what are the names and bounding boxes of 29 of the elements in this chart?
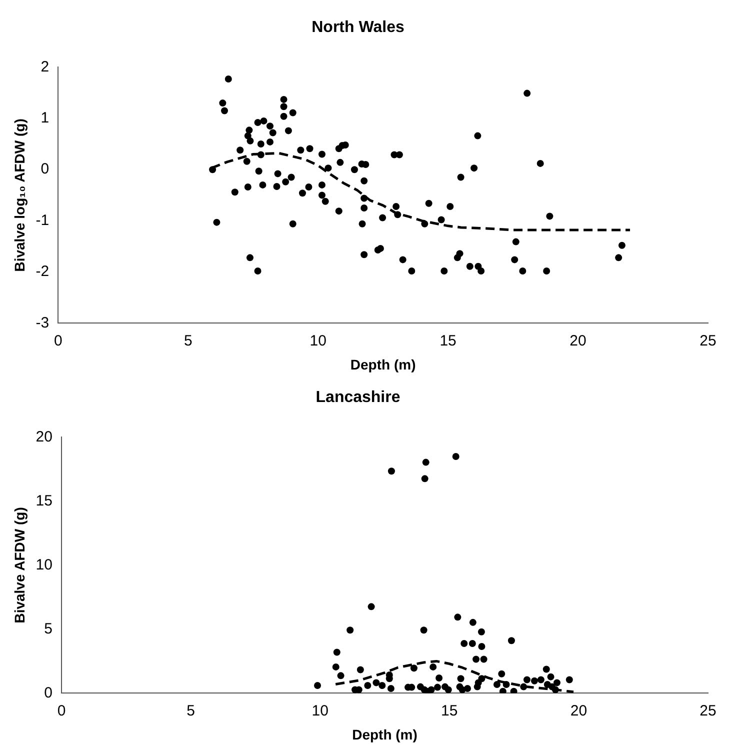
x-tick-label: 10 — [312, 702, 328, 720]
x-tick-label: 0 — [57, 702, 66, 720]
line-series — [334, 660, 575, 694]
x-axis-title: Depth (m) — [350, 356, 416, 372]
x-tick-label: 5 — [184, 332, 192, 350]
y-tick-label: -3 — [36, 314, 50, 332]
y-axis-title: Bivalve log₁₀ AFDW (g) — [11, 118, 28, 272]
x-tick-label: 15 — [441, 702, 458, 720]
y-tick-label: 0 — [40, 160, 50, 178]
x-tick-label: 25 — [700, 332, 716, 350]
y-tick-label: -1 — [36, 212, 50, 229]
chart-title: North Wales — [312, 19, 404, 36]
x-axis-title: Depth (m) — [352, 726, 418, 742]
y-tick-label: -2 — [36, 263, 50, 280]
x-tick-label: 5 — [186, 702, 195, 720]
y-tick-label: 0 — [44, 684, 52, 702]
y-tick-label: 1 — [40, 110, 50, 127]
y-tick-label: 20 — [36, 428, 52, 446]
x-tick-label: 10 — [310, 332, 326, 350]
x-tick-label: 20 — [570, 702, 588, 720]
x-tick-label: 15 — [440, 332, 456, 350]
y-tick-label: 15 — [36, 492, 52, 510]
y-tick-label: 10 — [36, 556, 52, 574]
x-tick-label: 20 — [570, 332, 586, 350]
x-tick-label: 25 — [700, 702, 716, 720]
y-tick-label: 5 — [44, 620, 52, 638]
y-axis-title: Bivalve AFDW (g) — [11, 507, 28, 624]
chart-title: Lancashire — [316, 389, 400, 406]
y-tick-label: 2 — [40, 58, 50, 76]
